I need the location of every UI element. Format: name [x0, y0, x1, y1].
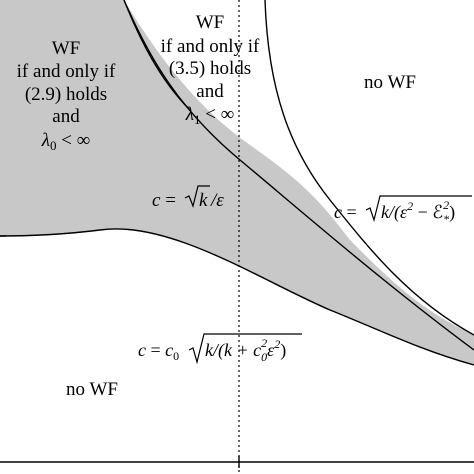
middle-region-label: WF if and only if (3.5) holds and λ1 < ∞ — [161, 12, 260, 127]
lower-curve — [0, 228, 474, 366]
no-wf-lower-label: no WF — [66, 379, 118, 400]
middle-line1: WF — [196, 12, 225, 33]
left-line3: (2.9) holds — [25, 84, 107, 105]
svg-text:k/(ε2 − ℰ*2): k/(ε2 − ℰ*2) — [381, 198, 455, 226]
svg-text:k: k — [199, 190, 208, 211]
lower-curve-label: c = c0 k/(k + c02ε2) — [138, 333, 302, 365]
svg-text:/ε: /ε — [210, 190, 224, 211]
middle-line2: if and only if — [161, 36, 260, 57]
middle-curve-label: c = k /ε — [152, 185, 224, 211]
shaded-wf-region — [0, 0, 474, 365]
svg-text:c =: c = — [334, 202, 357, 222]
middle-curve — [123, 0, 474, 351]
upper-sqrt-sign — [365, 195, 472, 223]
left-line1: WF — [52, 38, 81, 59]
left-region-label: WF if and only if (2.9) holds and λ0 < ∞ — [17, 38, 116, 153]
middle-line3: (3.5) holds — [169, 58, 251, 79]
left-line4: and — [52, 106, 80, 127]
left-line5: λ0 < ∞ — [41, 130, 91, 153]
left-line2: if and only if — [17, 61, 116, 82]
no-wf-upper-label: no WF — [364, 72, 416, 93]
svg-text:k/(k + c02ε2): k/(k + c02ε2) — [205, 336, 286, 364]
middle-line5: λ1 < ∞ — [185, 104, 235, 127]
middle-sqrt-sign — [184, 185, 210, 208]
middle-line4: and — [196, 81, 224, 102]
upper-boundary-curve — [264, 0, 474, 336]
lower-sqrt-sign — [188, 333, 302, 365]
svg-text:c = c0: c = c0 — [138, 340, 179, 363]
upper-curve-label: c = k/(ε2 − ℰ*2) — [334, 195, 472, 226]
svg-text:c =: c = — [152, 190, 176, 211]
